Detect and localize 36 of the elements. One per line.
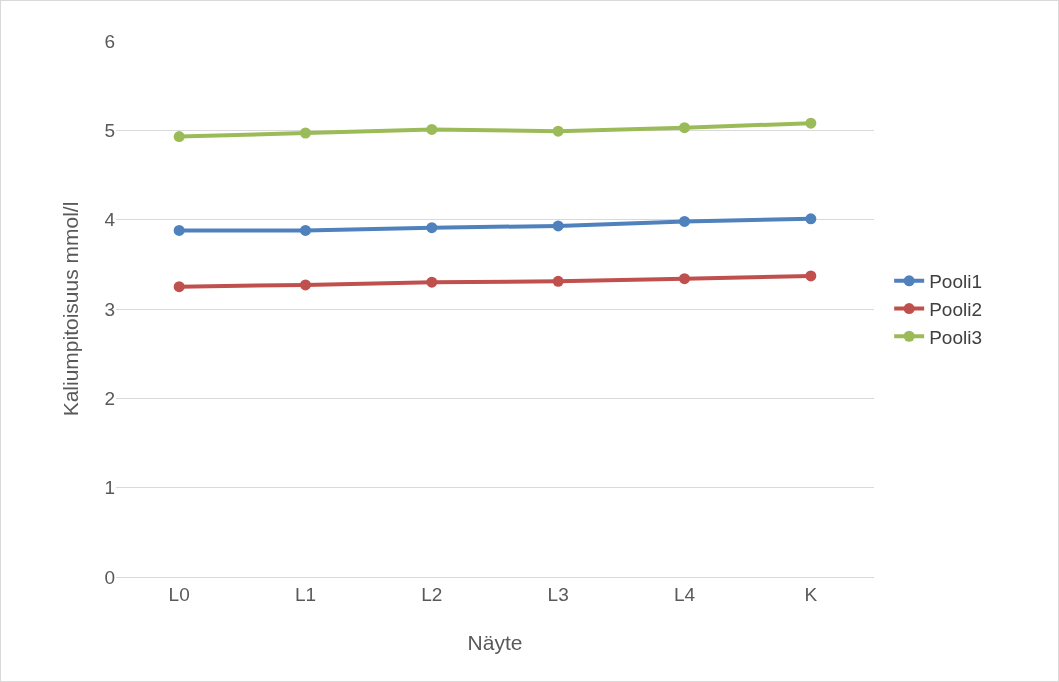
point — [426, 222, 438, 234]
legend-label: Pooli1 — [929, 271, 982, 293]
point — [805, 117, 817, 129]
x-tick-label: L3 — [547, 583, 569, 605]
y-tick-label: 5 — [104, 119, 115, 141]
x-tick-label: L2 — [421, 583, 443, 605]
point — [679, 122, 690, 134]
point — [300, 224, 311, 236]
y-tick-label: 0 — [104, 566, 115, 588]
y-tick-label: 6 — [104, 30, 115, 52]
legend-label: Pooli2 — [929, 298, 982, 320]
y-axis-title: Kaliumpitoisuus mmol/l — [58, 201, 82, 417]
point — [552, 220, 564, 232]
point — [552, 125, 564, 137]
y-tick-label: 2 — [104, 387, 115, 409]
x-axis-title: Näyte — [467, 631, 523, 654]
point — [679, 273, 690, 285]
point — [173, 281, 185, 293]
x-tick-label: L0 — [168, 583, 190, 605]
point — [426, 276, 438, 288]
point — [173, 131, 185, 143]
x-tick-label: K — [804, 583, 818, 605]
legend-label: Pooli3 — [929, 326, 982, 348]
y-tick-label: 3 — [104, 298, 115, 320]
point — [679, 215, 690, 227]
point — [300, 127, 311, 139]
point — [173, 224, 185, 236]
point — [805, 213, 817, 225]
x-tick-label: L4 — [673, 583, 696, 605]
point — [300, 279, 311, 291]
y-tick-label: 4 — [104, 209, 116, 231]
y-tick-label: 1 — [104, 477, 115, 499]
point — [426, 123, 438, 135]
point — [805, 270, 817, 282]
x-tick-label: L1 — [294, 583, 317, 605]
point — [552, 275, 564, 287]
